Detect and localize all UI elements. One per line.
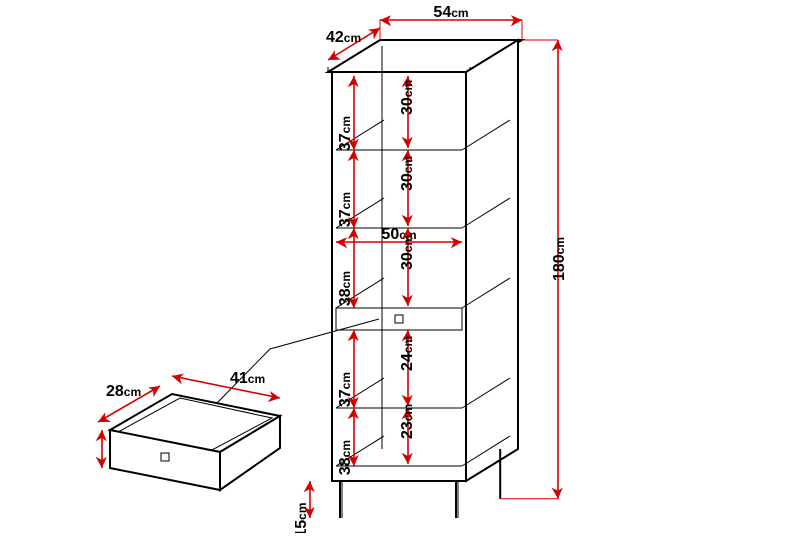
dim-23: 23cm: [399, 404, 416, 439]
dim-37a: 37cm: [337, 116, 354, 151]
dimension-diagram: 54cm42cm180cm37cm30cm37cm30cm50cm38cm30c…: [0, 0, 800, 533]
svg-text:24cm: 24cm: [399, 336, 416, 371]
dim-30c: 30cm: [399, 235, 416, 270]
svg-text:37cm: 37cm: [337, 116, 354, 151]
dim-24: 24cm: [399, 336, 416, 371]
dim-37b: 37cm: [337, 192, 354, 227]
svg-text:30cm: 30cm: [399, 80, 416, 115]
dim-38a: 38cm: [337, 271, 354, 306]
svg-text:37cm: 37cm: [337, 192, 354, 227]
dim-top-depth: 42cm: [326, 29, 361, 46]
drawer-detail: [110, 394, 280, 490]
dim-30b: 30cm: [399, 156, 416, 191]
svg-text:23cm: 23cm: [399, 404, 416, 439]
dim-drawer-width: 41cm: [230, 370, 265, 387]
dim-legs: 15cm: [293, 503, 310, 534]
svg-text:38cm: 38cm: [337, 440, 354, 475]
dim-37c: 37cm: [337, 372, 354, 407]
svg-text:15cm: 15cm: [293, 503, 310, 534]
svg-text:30cm: 30cm: [399, 235, 416, 270]
dim-top-width: 54cm: [433, 4, 468, 21]
dim-38b: 38cm: [337, 440, 354, 475]
dim-drawer-depth: 28cm: [106, 383, 141, 400]
svg-text:30cm: 30cm: [399, 156, 416, 191]
svg-text:28cm: 28cm: [106, 383, 141, 400]
dim-height: 180cm: [551, 237, 568, 281]
svg-text:42cm: 42cm: [326, 29, 361, 46]
svg-text:54cm: 54cm: [433, 4, 468, 21]
svg-text:41cm: 41cm: [230, 370, 265, 387]
svg-text:180cm: 180cm: [551, 237, 568, 281]
dim-30a: 30cm: [399, 80, 416, 115]
svg-text:37cm: 37cm: [337, 372, 354, 407]
cabinet: [328, 40, 522, 518]
svg-text:38cm: 38cm: [337, 271, 354, 306]
